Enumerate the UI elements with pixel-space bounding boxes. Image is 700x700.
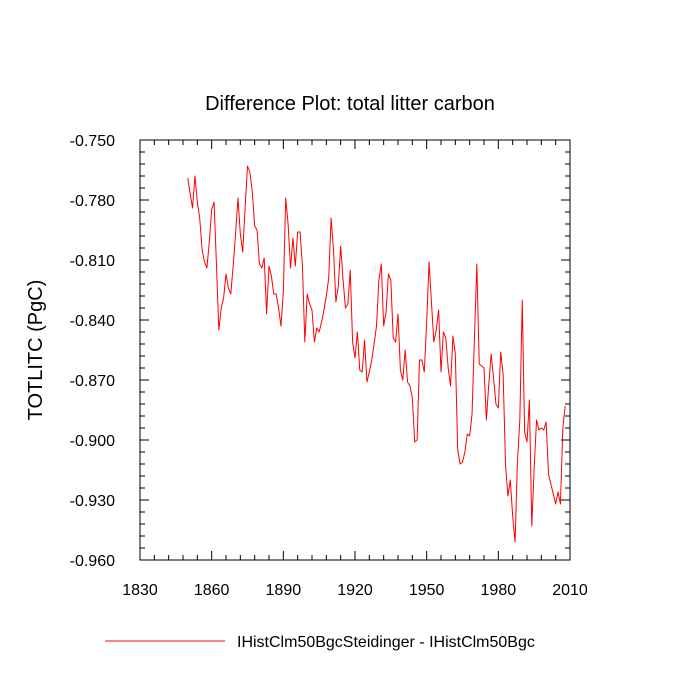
- y-tick-label: -0.930: [70, 493, 115, 510]
- chart-title: Difference Plot: total litter carbon: [205, 93, 495, 115]
- legend-label: IHistClm50BgcSteidinger - IHistClm50Bgc: [237, 634, 535, 651]
- plot-frame: [139, 139, 571, 561]
- axis-ticks: [139, 139, 571, 561]
- y-tick-label: -0.810: [70, 253, 115, 270]
- y-tick-label: -0.960: [70, 553, 115, 570]
- x-tick-label: 2010: [552, 582, 588, 599]
- x-tick-label: 1890: [266, 582, 302, 599]
- series-line: [187, 165, 566, 543]
- y-tick-label: -0.870: [70, 373, 115, 390]
- y-tick-label: -0.750: [70, 133, 115, 150]
- x-tick-label: 1830: [122, 582, 158, 599]
- y-tick-label: -0.840: [70, 313, 115, 330]
- x-tick-label: 1980: [481, 582, 517, 599]
- y-axis-label: TOTLITC (PgC): [25, 280, 47, 421]
- x-tick-label: 1920: [337, 582, 373, 599]
- y-axis-tick-labels: -0.750 -0.780 -0.810 -0.840 -0.870 -0.900 -0.9…: [70, 133, 115, 570]
- y-tick-label: -0.780: [70, 193, 115, 210]
- series-group: [187, 165, 566, 543]
- x-tick-label: 1860: [194, 582, 230, 599]
- x-axis-tick-labels: 1830 1860 1890 1920 1950 1980 2010: [122, 582, 588, 599]
- y-tick-label: -0.900: [70, 433, 115, 450]
- x-tick-label: 1950: [409, 582, 445, 599]
